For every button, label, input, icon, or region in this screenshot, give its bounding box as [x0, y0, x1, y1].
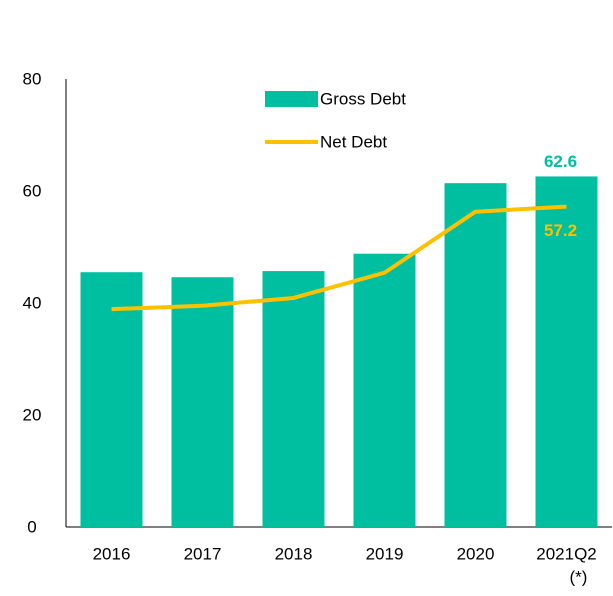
x-tick-label: 2019 [366, 544, 404, 563]
legend-label: Net Debt [320, 132, 387, 151]
bar [535, 176, 598, 527]
x-tick-label: 2016 [93, 544, 131, 563]
y-tick-label: 60 [23, 181, 42, 200]
bar [353, 253, 416, 527]
y-tick-label: 40 [23, 293, 42, 312]
bar [80, 272, 143, 527]
x-tick-label: 2017 [184, 544, 222, 563]
x-tick-label: 2020 [457, 544, 495, 563]
legend-label: Gross Debt [320, 89, 406, 108]
value-label: 62.6 [544, 152, 577, 171]
x-tick-label: 2021Q2 [536, 544, 597, 563]
legend-swatch [265, 91, 318, 107]
y-tick-label: 20 [23, 405, 42, 424]
bar [444, 183, 507, 527]
y-tick-label: 80 [23, 69, 42, 88]
x-tick-note: (*) [570, 567, 588, 586]
bar [171, 277, 234, 527]
line [111, 204, 567, 312]
bar [262, 271, 325, 527]
x-tick-label: 2018 [275, 544, 313, 563]
y-tick-label: 0 [27, 517, 36, 536]
value-label: 57.2 [544, 221, 577, 240]
